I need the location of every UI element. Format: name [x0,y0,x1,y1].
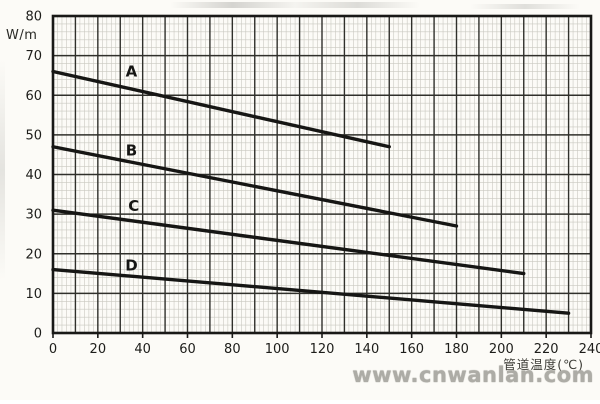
y-tick-label: 60 [25,89,42,104]
x-tick-label: 240 [579,342,600,357]
series-line-B [51,145,459,228]
series-line-D [51,267,571,315]
y-tick-label: 40 [25,168,42,183]
x-tick-label: 0 [49,342,57,357]
x-tick-label: 140 [354,342,379,357]
x-tick-label: 220 [534,342,559,357]
y-tick-label: 70 [25,49,42,64]
y-tick-label: 20 [25,247,42,262]
y-tick-label: 80 [25,10,42,25]
x-tick-label: 200 [489,342,514,357]
x-tick-label: 160 [399,342,424,357]
series-label-B: B [126,142,137,160]
x-tick-label: 20 [90,342,107,357]
x-tick-label: 100 [265,342,290,357]
y-axis-unit-label: W/m [6,28,38,43]
series-line-C [51,208,526,276]
y-tick-label: 30 [25,208,42,223]
y-tick-label: 10 [25,287,42,302]
x-tick-label: 180 [444,342,469,357]
x-axis-title: 管道温度(℃) [503,357,584,372]
y-tick-label: 0 [34,327,42,342]
x-tick-label: 80 [224,342,241,357]
x-tick-label: 60 [179,342,196,357]
x-tick-label: 40 [134,342,151,357]
y-tick-label: 50 [25,128,42,143]
series-line-A [51,69,391,149]
series-label-C: C [128,197,139,215]
watermark-text: www.cnwanlan.com [352,363,594,387]
series-label-D: D [125,257,137,275]
series-label-A: A [126,62,138,80]
x-tick-label: 120 [310,342,335,357]
